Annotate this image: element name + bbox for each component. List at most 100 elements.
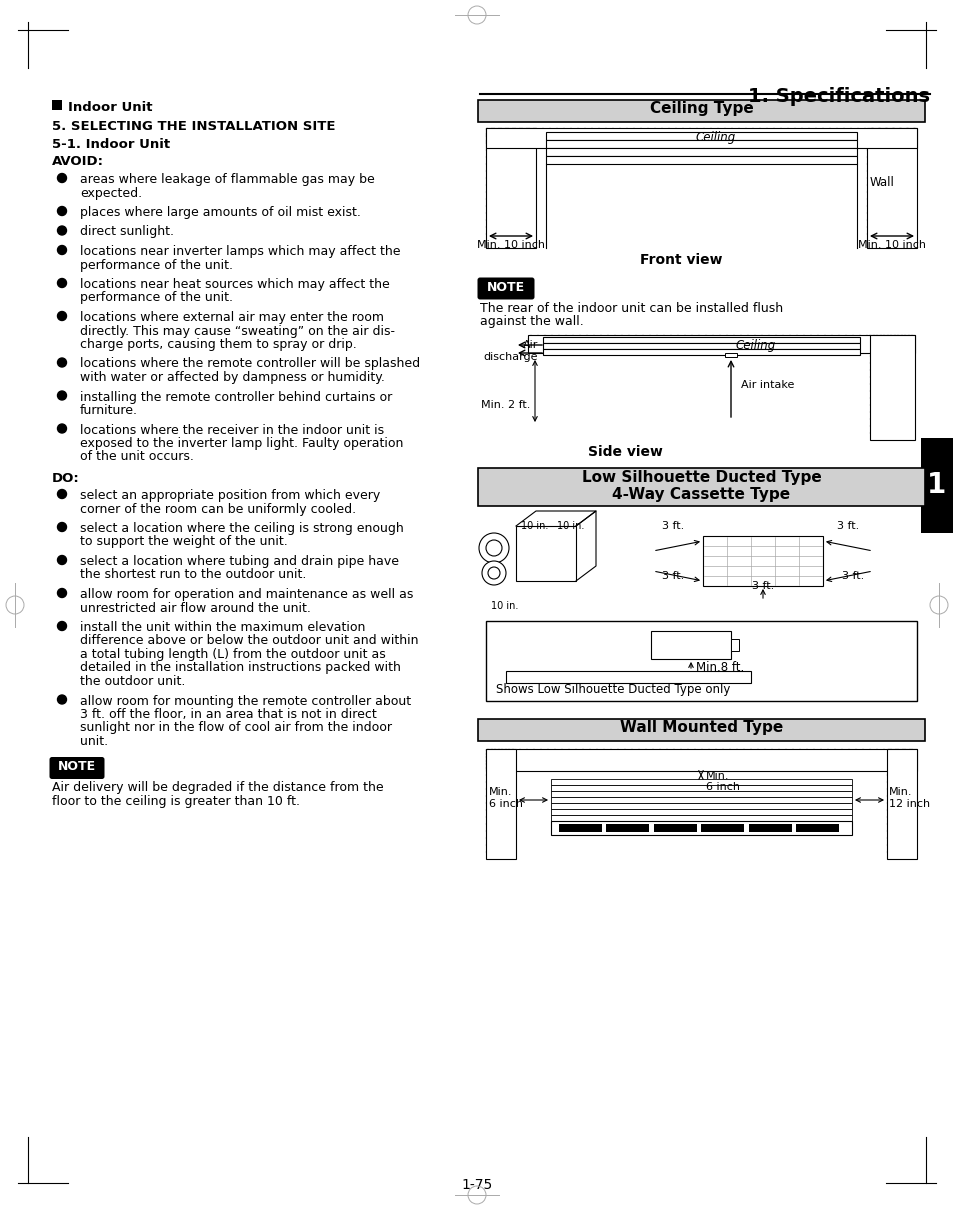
Text: Shows Low Silhouette Ducted Type only: Shows Low Silhouette Ducted Type only — [496, 683, 730, 696]
Text: 1. Specifications: 1. Specifications — [747, 87, 929, 106]
Bar — [527, 335, 914, 353]
Text: 5. SELECTING THE INSTALLATION SITE: 5. SELECTING THE INSTALLATION SITE — [52, 120, 335, 133]
Circle shape — [485, 540, 501, 556]
Bar — [551, 784, 851, 790]
Text: select an appropriate position from which every: select an appropriate position from whic… — [80, 489, 380, 502]
Text: of the unit occurs.: of the unit occurs. — [80, 451, 193, 464]
Bar — [920, 437, 953, 533]
Bar — [551, 778, 851, 784]
Text: performance of the unit.: performance of the unit. — [80, 292, 233, 305]
Text: 3 ft.: 3 ft. — [661, 571, 683, 581]
Bar — [886, 750, 916, 859]
Text: select a location where tubing and drain pipe have: select a location where tubing and drain… — [80, 556, 398, 568]
Text: 3 ft.: 3 ft. — [751, 581, 773, 590]
Text: Front view: Front view — [639, 253, 722, 268]
Text: 6 inch: 6 inch — [705, 782, 740, 792]
Bar — [516, 527, 576, 581]
Circle shape — [57, 523, 67, 531]
Bar — [477, 719, 924, 741]
Text: areas where leakage of flammable gas may be: areas where leakage of flammable gas may… — [80, 174, 375, 186]
Text: 1: 1 — [926, 471, 945, 499]
Text: 10 in.: 10 in. — [491, 601, 517, 611]
Text: charge ports, causing them to spray or drip.: charge ports, causing them to spray or d… — [80, 337, 356, 351]
Circle shape — [57, 390, 67, 400]
Circle shape — [57, 206, 67, 216]
Text: unit.: unit. — [80, 735, 108, 748]
Text: Air delivery will be degraded if the distance from the: Air delivery will be degraded if the dis… — [52, 782, 383, 794]
Bar — [551, 821, 851, 835]
FancyBboxPatch shape — [477, 277, 534, 300]
Bar — [477, 468, 924, 506]
Text: the outdoor unit.: the outdoor unit. — [80, 675, 185, 688]
Text: locations near inverter lamps which may affect the: locations near inverter lamps which may … — [80, 245, 400, 258]
Text: Wall Mounted Type: Wall Mounted Type — [619, 721, 782, 735]
Circle shape — [481, 562, 505, 584]
Bar — [558, 824, 601, 831]
Text: 6 inch: 6 inch — [489, 799, 522, 809]
Text: floor to the ceiling is greater than 10 ft.: floor to the ceiling is greater than 10 … — [52, 795, 299, 809]
Circle shape — [57, 556, 67, 564]
Text: the shortest run to the outdoor unit.: the shortest run to the outdoor unit. — [80, 569, 306, 582]
Bar — [485, 750, 916, 771]
Text: Low Silhouette Ducted Type
4-Way Cassette Type: Low Silhouette Ducted Type 4-Way Cassett… — [581, 470, 821, 502]
Text: allow room for operation and maintenance as well as: allow room for operation and maintenance… — [80, 588, 413, 601]
Text: select a location where the ceiling is strong enough: select a location where the ceiling is s… — [80, 522, 403, 535]
Bar — [654, 824, 697, 831]
Circle shape — [57, 695, 67, 704]
Text: 3 ft.: 3 ft. — [836, 521, 859, 531]
Text: 12 inch: 12 inch — [888, 799, 929, 809]
Text: Min. 2 ft.: Min. 2 ft. — [480, 400, 530, 410]
Text: Indoor Unit: Indoor Unit — [68, 101, 152, 114]
Circle shape — [57, 489, 67, 499]
Text: install the unit within the maximum elevation: install the unit within the maximum elev… — [80, 621, 365, 634]
Circle shape — [57, 312, 67, 321]
Bar — [545, 133, 856, 140]
Text: installing the remote controller behind curtains or: installing the remote controller behind … — [80, 390, 392, 404]
Bar — [748, 824, 791, 831]
Text: Air: Air — [522, 340, 537, 349]
Text: 10 in.: 10 in. — [557, 521, 584, 531]
Text: locations near heat sources which may affect the: locations near heat sources which may af… — [80, 278, 390, 290]
Bar — [551, 790, 851, 797]
Text: Min. 10 inch: Min. 10 inch — [476, 240, 544, 249]
Text: expected.: expected. — [80, 187, 142, 200]
Text: Min.: Min. — [888, 787, 911, 797]
Text: places where large amounts of oil mist exist.: places where large amounts of oil mist e… — [80, 206, 360, 219]
Text: locations where the receiver in the indoor unit is: locations where the receiver in the indo… — [80, 423, 384, 436]
Bar — [866, 128, 916, 248]
Text: exposed to the inverter lamp light. Faulty operation: exposed to the inverter lamp light. Faul… — [80, 437, 403, 449]
Bar — [650, 631, 730, 659]
Text: difference above or below the outdoor unit and within: difference above or below the outdoor un… — [80, 635, 418, 647]
Text: Min.8 ft.: Min.8 ft. — [696, 662, 743, 674]
Circle shape — [57, 588, 67, 598]
Bar — [869, 335, 914, 440]
Bar — [542, 343, 859, 349]
Text: Min.: Min. — [489, 787, 512, 797]
Text: direct sunlight.: direct sunlight. — [80, 225, 173, 239]
Bar — [545, 155, 856, 164]
Bar — [485, 128, 916, 148]
Bar — [700, 824, 743, 831]
Text: 3 ft.: 3 ft. — [661, 521, 683, 531]
Circle shape — [488, 568, 499, 578]
Bar — [542, 349, 859, 355]
Bar — [505, 671, 750, 683]
Text: Min.: Min. — [705, 771, 729, 781]
Bar — [605, 824, 648, 831]
Bar — [485, 128, 536, 248]
Text: 10 in.: 10 in. — [520, 521, 548, 531]
Text: Ceiling Type: Ceiling Type — [649, 101, 753, 116]
Text: with water or affected by dampness or humidity.: with water or affected by dampness or hu… — [80, 371, 384, 384]
Bar — [52, 100, 62, 110]
Text: 5-1. Indoor Unit: 5-1. Indoor Unit — [52, 139, 170, 151]
Bar — [730, 639, 739, 651]
Bar — [724, 353, 737, 357]
Text: Air intake: Air intake — [740, 380, 794, 390]
Text: NOTE: NOTE — [58, 760, 96, 774]
Bar — [551, 797, 851, 803]
Circle shape — [57, 246, 67, 254]
Text: unrestricted air flow around the unit.: unrestricted air flow around the unit. — [80, 601, 311, 615]
Text: DO:: DO: — [52, 472, 80, 484]
Text: corner of the room can be uniformly cooled.: corner of the room can be uniformly cool… — [80, 502, 355, 516]
Text: to support the weight of the unit.: to support the weight of the unit. — [80, 535, 288, 548]
